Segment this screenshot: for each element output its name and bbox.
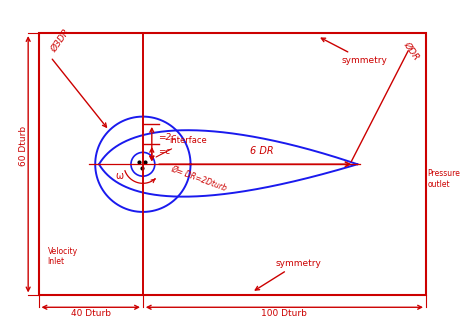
Text: symmetry: symmetry [321, 38, 387, 65]
Text: interface: interface [156, 136, 207, 157]
Text: Ø= DR=2Dturb: Ø= DR=2Dturb [170, 165, 228, 193]
Text: ØDR: ØDR [402, 40, 421, 62]
Text: ω: ω [115, 171, 123, 180]
Text: 60 Dturb: 60 Dturb [19, 126, 28, 166]
Text: symmetry: symmetry [255, 259, 321, 290]
Text: Pressure
outlet: Pressure outlet [428, 169, 460, 189]
Text: 100 Dturb: 100 Dturb [262, 309, 307, 318]
Text: =2c: =2c [158, 133, 176, 142]
Text: =c: =c [158, 147, 170, 156]
Text: Ø3DR: Ø3DR [49, 28, 71, 54]
Bar [38, 33, 426, 295]
Text: 6 DR: 6 DR [250, 146, 274, 156]
Text: 40 Dturb: 40 Dturb [71, 309, 111, 318]
Text: Velocity
Inlet: Velocity Inlet [47, 247, 78, 266]
